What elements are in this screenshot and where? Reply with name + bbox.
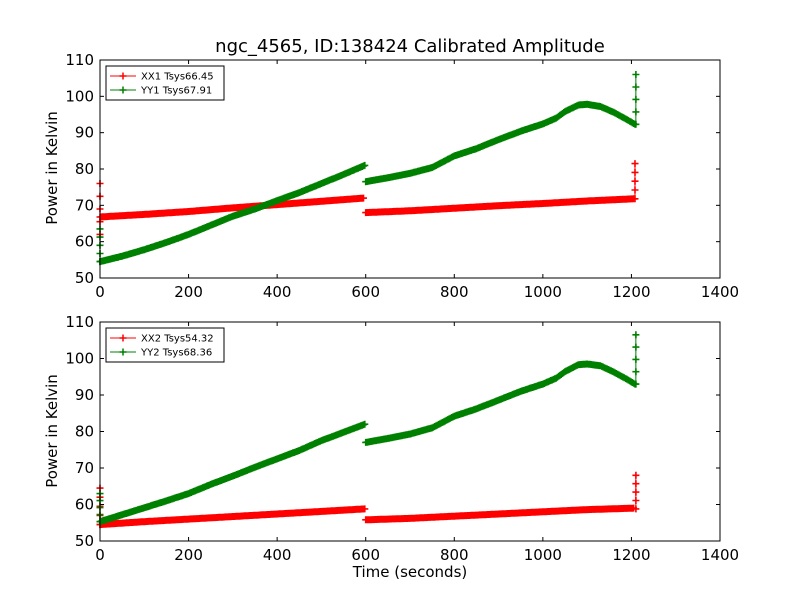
top-y-tick-label-4: 90: [75, 124, 94, 142]
bottom-legend-label-0: XX2 Tsys54.32: [141, 334, 214, 345]
bottom-y-axis-label: Power in Kelvin: [43, 374, 61, 488]
panel-bottom: Power in Kelvin Time (seconds) 0 200 400 60…: [43, 313, 739, 581]
bottom-y-tick-label-1: 60: [75, 496, 94, 514]
top-series-1-markers-1: [362, 100, 639, 186]
top-x-tick-label-6: 1200: [612, 283, 650, 301]
top-x-tick-label-2: 400: [263, 283, 292, 301]
top-y-tick-label-1: 60: [75, 233, 94, 251]
bottom-series-1-spike-markers-1: [632, 331, 640, 388]
chart-title: ngc_4565, ID:138424 Calibrated Amplitude: [215, 36, 605, 57]
bottom-x-tick-label-0: 0: [95, 546, 105, 564]
bottom-legend: XX2 Tsys54.32 YY2 Tsys68.36: [105, 327, 225, 363]
bottom-x-tick-label-5: 1000: [524, 546, 562, 564]
top-y-tick-label-5: 100: [65, 87, 94, 105]
bottom-y-tick-label-0: 50: [75, 532, 94, 550]
top-legend-marker-1: [119, 86, 127, 94]
top-x-tick-label-0: 0: [95, 283, 105, 301]
panel-top: ngc_4565, ID:138424 Calibrated Amplitude…: [43, 36, 739, 301]
bottom-legend-marker-0: [119, 334, 127, 342]
top-legend: XX1 Tsys66.45 YY1 Tsys67.91: [105, 65, 225, 101]
top-series-0-spike-markers-1: [631, 160, 639, 203]
top-y-tick-label-0: 50: [75, 269, 94, 287]
top-legend-label-0: XX1 Tsys66.45: [141, 72, 214, 83]
top-series-1: [96, 71, 640, 266]
top-x-tick-label-1: 200: [174, 283, 203, 301]
top-y-tick-label-2: 70: [75, 196, 94, 214]
top-series-1-spike-markers-1: [632, 71, 640, 128]
bottom-legend-label-1: YY2 Tsys68.36: [140, 348, 212, 359]
top-plot-area: 0 200 400 600 800 1000 1200 1400 50 60 70 80 90 100 11…: [65, 51, 739, 301]
bottom-x-tick-label-7: 1400: [701, 546, 739, 564]
top-y-axis-label: Power in Kelvin: [43, 111, 61, 225]
bottom-plot-area: 0 200 400 600 800 1000 1200 1400 50 60 70 80 90 100 11…: [65, 313, 739, 564]
bottom-y-tick-label-2: 70: [75, 459, 94, 477]
top-legend-box: [105, 65, 225, 101]
bottom-x-tick-label-2: 400: [263, 546, 292, 564]
top-x-tick-label-7: 1400: [701, 283, 739, 301]
bottom-x-tick-label-1: 200: [174, 546, 203, 564]
x-axis-label: Time (seconds): [352, 563, 468, 581]
top-x-tick-label-5: 1000: [524, 283, 562, 301]
bottom-y-tick-label-6: 110: [65, 313, 94, 331]
bottom-legend-box: [105, 327, 225, 363]
bottom-x-tick-label-4: 800: [440, 546, 469, 564]
bottom-series-1-markers-1: [362, 360, 639, 446]
bottom-series-0-markers-1: [362, 504, 638, 524]
top-legend-marker-0: [119, 72, 127, 80]
bottom-y-tick-label-5: 100: [65, 350, 94, 368]
bottom-x-tick-label-3: 600: [351, 546, 380, 564]
top-x-tick-label-4: 800: [440, 283, 469, 301]
bottom-x-tick-label-6: 1200: [612, 546, 650, 564]
top-x-tick-label-3: 600: [351, 283, 380, 301]
bottom-series-0-spike-markers-1: [632, 471, 640, 513]
top-y-tick-label-3: 80: [75, 160, 94, 178]
top-series-0-markers-1: [362, 195, 638, 217]
bottom-legend-marker-1: [119, 348, 127, 356]
bottom-y-tick-label-3: 80: [75, 423, 94, 441]
bottom-y-tick-label-4: 90: [75, 386, 94, 404]
top-legend-label-1: YY1 Tsys67.91: [140, 86, 212, 97]
top-y-tick-label-6: 110: [65, 51, 94, 69]
